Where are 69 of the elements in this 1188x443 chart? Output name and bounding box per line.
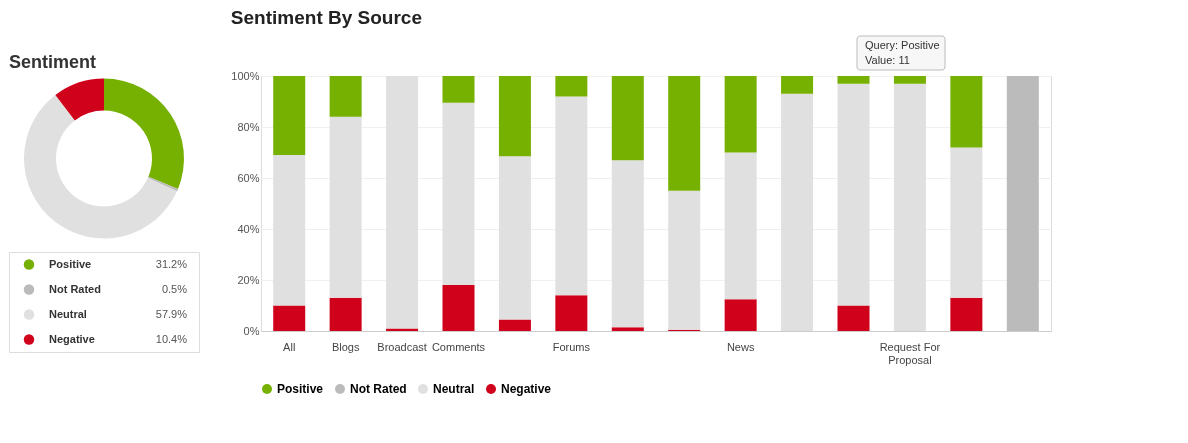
bar [555,295,588,331]
legend-label: Positive [277,382,324,396]
bar [273,155,306,306]
bar [724,76,757,153]
text: Query: Positive [865,39,940,51]
bar [668,190,701,330]
x-tick-label: Comments [431,340,486,353]
bar [442,285,475,331]
x-tick-label: News [726,340,755,353]
x-tick-label: Blogs [331,340,360,353]
legend-label: Negative [501,382,552,396]
x-tick-label: Forums [552,340,591,353]
bar [273,76,306,156]
y-tick-label: 100% [231,69,260,82]
bar [1006,76,1039,331]
bar [668,76,701,191]
legend-label: Not Rated [49,282,101,295]
text: Value: 11 [865,54,910,66]
bar [781,93,814,331]
bar [611,76,644,161]
bar [555,76,588,97]
bar [950,297,983,331]
bar [329,116,362,298]
bar [386,328,419,331]
chart-title: Sentiment By Source [230,6,422,28]
data-label: 57.9% [155,307,188,320]
bar [724,152,757,300]
y-tick-label: 0% [243,324,260,337]
bar [555,96,588,296]
data-label: 10.4% [155,332,188,345]
bar [893,76,926,84]
x-tick-label: Request For Proposal [879,340,941,366]
x-tick-label: Broadcast [377,340,427,353]
data-label: 31.2% [155,257,188,270]
bar [386,76,419,329]
bar [837,83,870,306]
y-tick-label: 20% [237,273,260,286]
bar [781,76,814,94]
bar [611,160,644,328]
bar [724,299,757,331]
bar [837,305,870,331]
legend-label: Neutral [433,382,475,396]
x-tick-label: All [283,340,296,353]
bar [950,147,983,298]
chart-title: Sentiment [9,52,97,72]
bar [273,305,306,331]
donut-slice [147,176,179,192]
donut-slice [55,78,104,121]
bar [442,102,475,286]
legend-label: Negative [49,332,95,345]
bar [611,327,644,331]
donut-slice [104,78,184,189]
donut-slice [24,94,178,239]
bar [498,156,531,320]
bar [837,76,870,84]
y-tick-label: 80% [237,120,260,133]
legend-label: Positive [49,257,92,270]
bar [893,83,926,331]
y-tick-label: 60% [237,171,260,184]
bar [950,76,983,148]
bar [329,76,362,117]
bar [498,319,531,331]
bar [442,76,475,103]
bar [329,297,362,331]
legend-label: Not Rated [350,382,407,396]
y-tick-label: 40% [237,222,260,235]
bar [498,76,531,157]
data-label: 0.5% [161,282,188,295]
legend-label: Neutral [49,307,87,320]
